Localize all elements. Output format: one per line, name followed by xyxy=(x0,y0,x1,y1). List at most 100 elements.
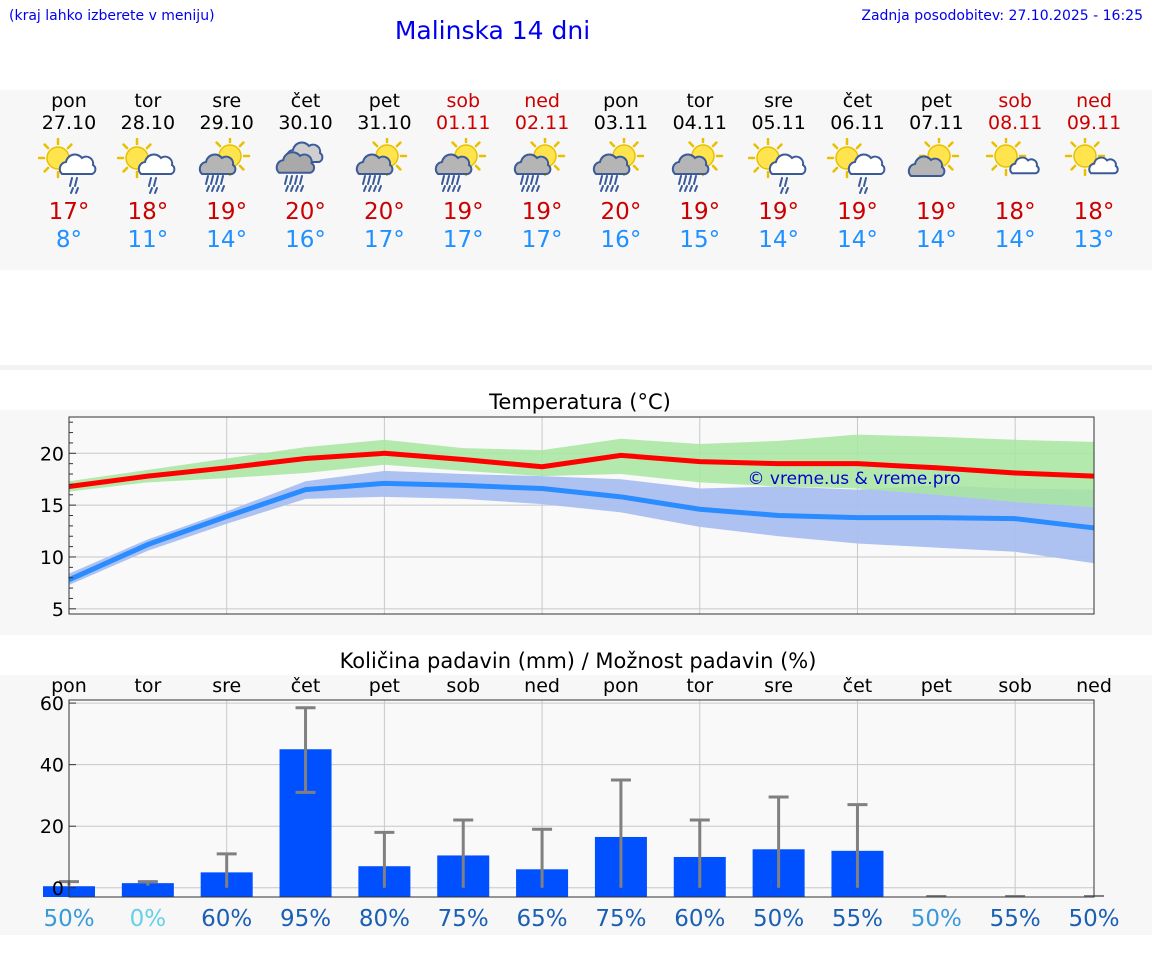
min-temp: 17° xyxy=(442,227,484,253)
min-temp: 14° xyxy=(206,227,248,253)
sun-cloud-rain-icon xyxy=(435,138,487,192)
precip-probability: 55% xyxy=(832,906,883,932)
region-hint: (kraj lahko izberete v meniju) xyxy=(9,8,215,24)
max-temp: 20° xyxy=(600,199,642,225)
day-name: čet xyxy=(842,90,873,112)
max-temp: 20° xyxy=(364,199,405,225)
precip-probability: 65% xyxy=(517,906,568,932)
cloud-rain-icon xyxy=(275,141,323,192)
day-date: 30.10 xyxy=(278,112,333,134)
forecast-day: pon 03.11 20° 16° xyxy=(576,90,666,254)
sun-small-cloud-icon xyxy=(985,138,1040,177)
precipitation-chart-title: Količina padavin (mm) / Možnost padavin … xyxy=(340,649,817,673)
max-temp: 17° xyxy=(48,199,90,225)
day-name: tor xyxy=(134,90,162,112)
precip-probability: 55% xyxy=(990,906,1041,932)
min-temp: 16° xyxy=(600,227,642,253)
forecast-day: sre 05.11 19° 14° xyxy=(734,90,824,254)
x-category-label: sre xyxy=(764,675,793,697)
y-tick-label: 20 xyxy=(40,816,64,838)
forecast-day: sob 01.11 19° 17° xyxy=(418,90,508,254)
day-date: 28.10 xyxy=(120,112,176,134)
max-temp: 19° xyxy=(915,199,957,225)
watermark: © vreme.us & vreme.pro xyxy=(747,469,960,489)
precip-probability: 50% xyxy=(911,906,962,932)
day-date: 04.11 xyxy=(672,112,727,134)
day-date: 08.11 xyxy=(987,112,1043,134)
precip-error-bar xyxy=(532,827,553,888)
precip-probability: 50% xyxy=(43,906,94,932)
day-name: pon xyxy=(51,90,87,112)
forecast-strip xyxy=(0,90,1152,270)
min-temp: 14° xyxy=(915,227,957,253)
precip-probability: 60% xyxy=(201,906,252,932)
sun-cloud-light-rain-icon xyxy=(826,138,885,194)
x-category-label: čet xyxy=(843,675,873,697)
day-date: 29.10 xyxy=(199,112,254,134)
y-tick-label: 60 xyxy=(40,693,64,715)
forecast-day: čet 06.11 19° 14° xyxy=(813,90,903,254)
x-category-label: pet xyxy=(369,675,400,697)
forecast-day: pon 27.10 17° 8° xyxy=(24,90,114,254)
precip-error-bar xyxy=(137,880,158,886)
forecast-day: ned 09.11 18° 13° xyxy=(1049,90,1139,254)
plot-area xyxy=(69,700,1094,897)
min-temp: 17° xyxy=(521,227,563,253)
precip-probability: 50% xyxy=(1068,906,1119,932)
day-name: čet xyxy=(290,90,321,112)
day-name: pet xyxy=(920,90,952,112)
day-name: sob xyxy=(446,90,481,112)
day-date: 03.11 xyxy=(593,112,649,134)
max-temp-line xyxy=(68,450,1095,489)
sun-cloud-rain-icon xyxy=(671,138,724,192)
forecast-day: ned 02.11 19° 17° xyxy=(497,90,587,254)
max-temp-band xyxy=(69,434,1094,508)
max-temp: 18° xyxy=(1073,199,1115,225)
day-date: 01.11 xyxy=(436,112,491,134)
precip-error-bar xyxy=(768,795,789,888)
min-temp: 11° xyxy=(127,227,169,253)
y-tick-label: 15 xyxy=(40,495,64,517)
precip-error-bar xyxy=(689,818,710,888)
day-name: sre xyxy=(212,90,242,112)
sun-cloud-icon xyxy=(908,138,960,177)
last-update: Zadnja posodobitev: 27.10.2025 - 16:25 xyxy=(861,8,1143,24)
max-temp: 18° xyxy=(127,199,169,225)
forecast-day: tor 28.10 18° 11° xyxy=(103,90,193,254)
min-temp: 14° xyxy=(837,227,878,253)
max-temp: 20° xyxy=(285,199,326,225)
x-category-label: pon xyxy=(603,675,639,697)
y-tick-label: 5 xyxy=(52,599,64,621)
precipitation-chart: Količina padavin (mm) / Možnost padavin … xyxy=(40,649,1120,932)
sun-cloud-rain-icon xyxy=(198,138,250,192)
forecast-day: tor 04.11 19° 15° xyxy=(655,90,745,254)
day-name: sob xyxy=(998,90,1032,112)
precip-error-bar xyxy=(610,778,631,888)
day-name: pet xyxy=(368,90,400,112)
x-category-label: tor xyxy=(134,675,161,697)
precip-error-bar xyxy=(453,818,474,888)
sun-cloud-rain-icon xyxy=(592,138,645,192)
x-category-label: ned xyxy=(1076,675,1112,697)
day-name: ned xyxy=(524,90,560,112)
y-tick-label: 10 xyxy=(40,547,64,569)
max-temp: 18° xyxy=(994,199,1036,225)
precip-probability: 60% xyxy=(674,906,725,932)
page-title: Malinska 14 dni xyxy=(394,16,591,45)
max-temp: 19° xyxy=(837,199,878,225)
x-category-label: sob xyxy=(446,675,480,697)
day-name: ned xyxy=(1076,90,1112,112)
precip-error-bar xyxy=(216,852,237,888)
day-name: pon xyxy=(603,90,639,112)
sun-cloud-light-rain-icon xyxy=(116,138,176,194)
temperature-chart-title: Temperatura (°C) xyxy=(488,390,671,414)
x-category-label: sre xyxy=(212,675,241,697)
max-temp: 19° xyxy=(521,199,563,225)
day-date: 07.11 xyxy=(909,112,964,134)
precip-error-bar xyxy=(847,803,868,888)
sun-cloud-rain-icon xyxy=(513,138,566,192)
precip-probability: 50% xyxy=(753,906,804,932)
day-name: tor xyxy=(686,90,714,112)
day-name: sre xyxy=(764,90,794,112)
precip-error-bar xyxy=(295,706,316,794)
